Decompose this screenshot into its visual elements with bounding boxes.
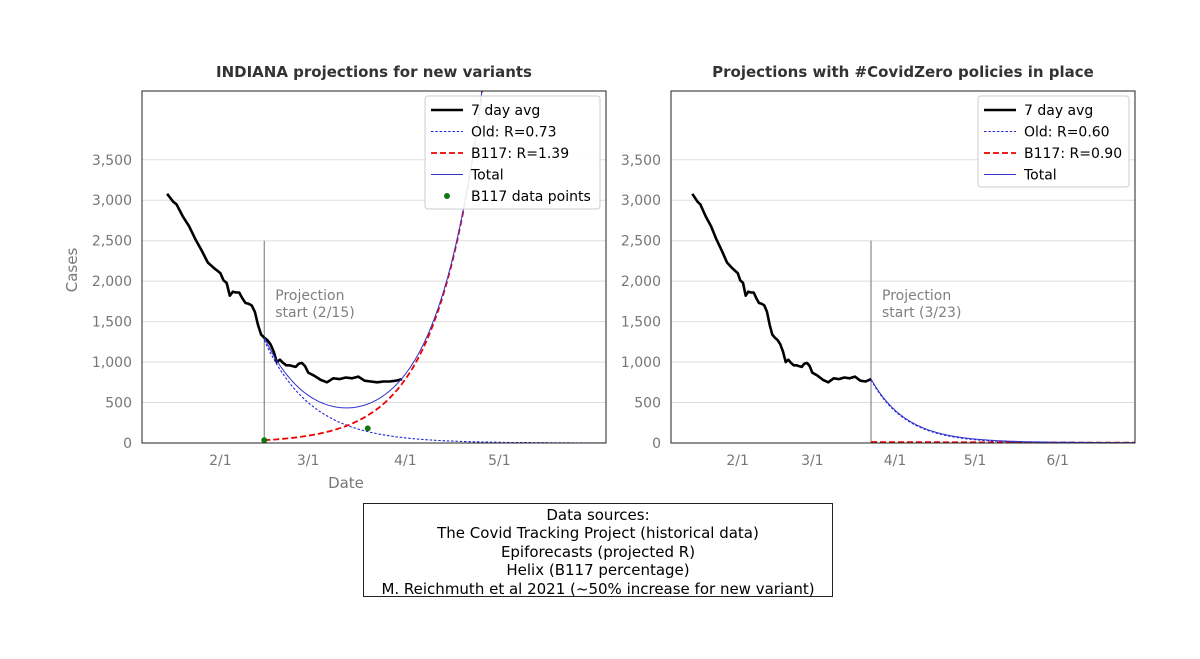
series-old-variant — [870, 379, 1135, 443]
y-tick-label: 500 — [634, 396, 661, 412]
y-tick-label: 3,000 — [92, 193, 132, 209]
series-b117 — [264, 91, 483, 442]
legend-entry: B117: R=1.39 — [471, 146, 569, 162]
series-total — [263, 91, 483, 409]
series-total — [870, 378, 1135, 443]
projection-annotation: start (2/15) — [275, 305, 354, 321]
series-old-variant — [263, 339, 606, 443]
y-tick-label: 1,500 — [621, 315, 661, 331]
x-tick-label: 6/1 — [1046, 453, 1069, 469]
y-tick-label: 1,000 — [621, 355, 661, 371]
source-epiforecasts: Epiforecasts (projected R) — [500, 542, 696, 561]
y-tick-label: 2,500 — [92, 234, 132, 250]
x-tick-label: 3/1 — [801, 453, 824, 469]
legend-entry: B117: R=0.90 — [1024, 146, 1122, 162]
legend-entry: Total — [470, 168, 504, 184]
legend-entry: Total — [1023, 168, 1057, 184]
series-7-day-avg — [166, 193, 403, 384]
y-tick-label: 2,500 — [621, 234, 661, 250]
chart-panel-1: INDIANA projections for new variants 0 500… — [63, 63, 607, 492]
legend-handle — [444, 193, 450, 199]
b117-data-point — [261, 437, 268, 443]
legend-entry: Old: R=0.73 — [471, 125, 557, 141]
projection-annotation: Projection — [882, 288, 951, 304]
b117-data-point — [364, 425, 371, 432]
plot-frame — [670, 90, 1136, 444]
chart-figure: INDIANA projections for new variants 0 500… — [63, 63, 1136, 492]
projection-annotation: start (3/23) — [882, 305, 961, 321]
series-7-day-avg — [691, 193, 872, 384]
legend-box — [977, 95, 1130, 188]
x-tick-label: 4/1 — [884, 453, 907, 469]
y-tick-label: 2,000 — [621, 274, 661, 290]
x-tick-label: 5/1 — [488, 453, 511, 469]
legend: 7 day avg Old: R=0.60 B117: R=0.90 Total — [977, 95, 1130, 188]
source-helix: Helix (B117 percentage) — [506, 561, 690, 580]
legend-entry: Old: R=0.60 — [1024, 125, 1110, 141]
x-tick-label: 5/1 — [964, 453, 987, 469]
data-sources-box: Data sources: The Covid Tracking Project… — [363, 503, 833, 598]
x-tick-label: 2/1 — [209, 453, 232, 469]
legend-box — [424, 95, 601, 210]
plot-area — [166, 91, 606, 443]
x-tick-label: 4/1 — [394, 453, 417, 469]
sources-heading: Data sources: — [546, 506, 650, 524]
plot-frame — [141, 90, 607, 444]
y-axis-label: Cases — [63, 248, 81, 293]
legend-entry: B117 data points — [471, 189, 591, 205]
y-tick-label: 2,000 — [92, 274, 132, 290]
y-tick-label: 500 — [105, 396, 132, 412]
chart-panel-2: Projections with #CovidZero policies in … — [621, 63, 1136, 469]
source-covid-tracking: The Covid Tracking Project (historical d… — [437, 524, 759, 543]
y-tick-label: 3,500 — [92, 153, 132, 169]
chart-title: Projections with #CovidZero policies in … — [712, 63, 1094, 81]
y-tick-label: 1,500 — [92, 315, 132, 331]
x-tick-label: 2/1 — [726, 453, 749, 469]
source-reichmuth: M. Reichmuth et al 2021 (~50% increase f… — [381, 579, 815, 598]
legend-entry: 7 day avg — [471, 103, 540, 119]
chart-title: INDIANA projections for new variants — [216, 63, 532, 81]
x-tick-label: 3/1 — [297, 453, 320, 469]
x-axis-label: Date — [328, 474, 364, 492]
projection-annotation: Projection — [275, 288, 344, 304]
y-tick-label: 1,000 — [92, 355, 132, 371]
y-tick-label: 3,000 — [621, 193, 661, 209]
legend: 7 day avg Old: R=0.73 B117: R=1.39 Total B11… — [424, 95, 601, 210]
legend-entry: 7 day avg — [1024, 103, 1093, 119]
y-tick-label: 0 — [123, 436, 132, 452]
y-tick-label: 0 — [652, 436, 661, 452]
y-tick-label: 3,500 — [621, 153, 661, 169]
